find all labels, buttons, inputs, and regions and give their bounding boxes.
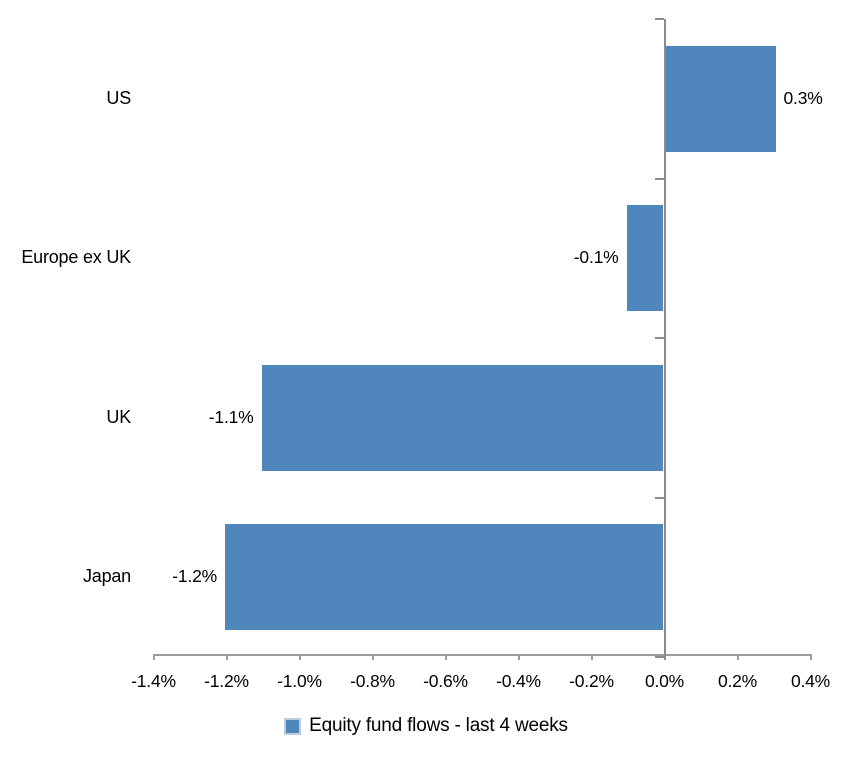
value-axis-tick (444, 653, 447, 660)
value-axis-line (153, 653, 810, 656)
x-tick-label-7: 0.0% (644, 671, 685, 691)
x-tick-label-4: -0.6% (423, 671, 468, 691)
value-axis-tick (736, 653, 739, 660)
legend: Equity fund flows - last 4 weeks (0, 714, 852, 738)
category-axis-tick (654, 656, 664, 658)
x-tick-label-1: -1.2% (204, 671, 249, 691)
bar-europe-ex-uk (626, 205, 663, 312)
category-axis-tick (654, 177, 664, 180)
x-tick-label-0: -1.4% (131, 671, 176, 691)
value-axis-tick (517, 653, 520, 660)
data-label-europe-ex-uk: -0.1% (573, 247, 619, 268)
data-label-japan: -1.2% (172, 566, 217, 587)
data-label-uk: -1.1% (208, 406, 254, 427)
x-tick-label-6: -0.2% (569, 671, 614, 691)
x-tick-label-9: 0.4% (790, 671, 831, 691)
category-label-europe-ex-uk: Europe ex UK (21, 247, 131, 268)
category-label-japan: Japan (82, 566, 131, 587)
bar-uk (261, 364, 663, 471)
value-axis-tick (225, 653, 228, 660)
value-axis-tick (152, 653, 155, 660)
category-axis-tick (654, 18, 664, 20)
value-axis-tick (590, 653, 593, 660)
value-axis-tick (809, 653, 812, 660)
data-label-us: 0.3% (783, 87, 823, 108)
x-tick-label-3: -0.8% (350, 671, 395, 691)
x-tick-label-5: -0.4% (496, 671, 541, 691)
category-axis-tick (654, 337, 664, 339)
x-tick-label-2: -1.0% (277, 671, 322, 691)
category-axis-line (663, 19, 666, 660)
value-axis-tick (371, 653, 374, 660)
category-label-uk: UK (106, 406, 131, 427)
bar-us (666, 45, 776, 152)
x-tick-label-8: 0.2% (717, 671, 758, 691)
legend-label: Equity fund flows - last 4 weeks (309, 715, 568, 736)
bar-japan (225, 524, 663, 631)
value-axis-tick (298, 653, 301, 660)
legend-marker-icon (284, 717, 302, 735)
category-axis-tick (654, 496, 664, 499)
category-label-us: US (106, 87, 131, 108)
